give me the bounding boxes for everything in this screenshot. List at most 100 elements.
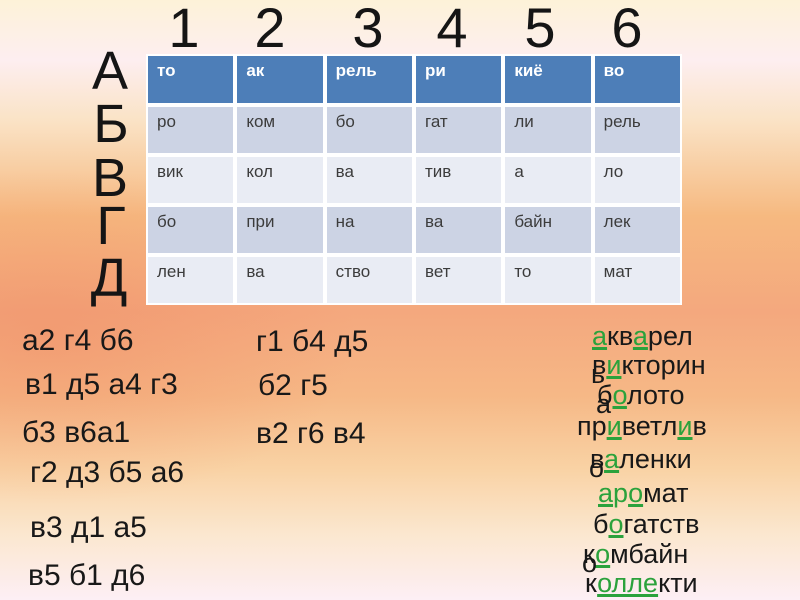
table-cell: лек	[594, 207, 680, 253]
column-number: 5	[524, 0, 556, 59]
answer-segment: рел	[647, 321, 693, 351]
clue-item: в1 д5 а4 г3	[25, 368, 178, 401]
table-header-cell: то	[148, 56, 234, 103]
table-header-cell: ак	[237, 56, 323, 103]
answer-word: а болото	[596, 380, 685, 418]
row-letter: Г	[96, 196, 126, 256]
answer-segment: кти	[658, 568, 698, 598]
table-cell: бо	[148, 207, 234, 253]
answer-segment: пр	[577, 411, 607, 441]
table-cell: при	[237, 207, 323, 253]
table-cell: рель	[594, 107, 680, 153]
answer-word: о валенки	[589, 444, 692, 482]
row-letter: Д	[90, 248, 128, 308]
answer-word: приветлив	[577, 413, 707, 440]
answer-segment: мат	[643, 478, 689, 508]
answer-segment: ветл	[621, 411, 678, 441]
table-cell: байн	[505, 207, 591, 253]
table-header-cell: во	[594, 56, 680, 103]
answer-segment: ленки	[619, 444, 692, 474]
answer-segment: б	[593, 509, 609, 539]
wrapped-letter: ь	[591, 359, 606, 389]
clue-item: а2 г4 б6	[22, 324, 134, 357]
table-cell: на	[326, 207, 412, 253]
answer-word: ь викторин	[591, 350, 706, 388]
table-cell: гат	[416, 107, 502, 153]
table-cell: кол	[237, 157, 323, 203]
table-cell: ва	[416, 207, 502, 253]
answer-word: коллекти	[585, 570, 698, 597]
wrapped-letter: о	[589, 453, 605, 483]
answer-word: богатств	[593, 511, 699, 538]
answer-segment: и	[677, 411, 693, 441]
answer-segment: б	[597, 380, 613, 410]
table-header-cell: рель	[326, 56, 412, 103]
column-number: 2	[254, 0, 286, 59]
answer-segment: о	[595, 539, 611, 569]
answer-segment: о	[608, 509, 624, 539]
answer-segment: кв	[607, 321, 633, 351]
answer-word: о комбайн	[582, 539, 689, 577]
answer-word: аромат	[598, 480, 688, 507]
answer-segment: р	[613, 478, 629, 508]
answer-segment: в	[590, 444, 605, 474]
answer-word: акварел	[592, 323, 693, 350]
table-cell: мат	[594, 257, 680, 303]
table-cell: ли	[505, 107, 591, 153]
table-header-cell: киё	[505, 56, 591, 103]
table-cell: бо	[326, 107, 412, 153]
answer-segment: в	[692, 411, 707, 441]
table-cell: а	[505, 157, 591, 203]
answer-segment: а	[632, 321, 648, 351]
clue-item: в2 г6 в4	[256, 417, 366, 450]
answer-segment: а	[592, 321, 608, 351]
row-letter: В	[91, 148, 129, 208]
row-letter: Б	[93, 94, 129, 154]
wrapped-letter: о	[582, 548, 598, 578]
column-number: 4	[436, 0, 468, 59]
table-cell: ва	[326, 157, 412, 203]
column-number: 1	[168, 0, 200, 59]
table-cell: ло	[594, 157, 680, 203]
table-cell: ро	[148, 107, 234, 153]
table-cell: вет	[416, 257, 502, 303]
answer-segment: о	[628, 478, 644, 508]
answer-segment: к	[583, 539, 596, 569]
table-header-cell: ри	[416, 56, 502, 103]
wrapped-letter: а	[596, 389, 612, 419]
column-number: 3	[352, 0, 384, 59]
table-cell: ком	[237, 107, 323, 153]
clue-item: в5 б1 д6	[28, 559, 146, 592]
table-cell: тив	[416, 157, 502, 203]
answer-segment: в	[592, 350, 607, 380]
answer-segment: лото	[626, 380, 685, 410]
answer-segment: а	[604, 444, 620, 474]
answer-segment: и	[606, 350, 622, 380]
answer-segment: мбайн	[610, 539, 689, 569]
table-cell: ва	[237, 257, 323, 303]
answer-segment: о	[612, 380, 627, 410]
syllable-table: то ак рель ри киё во ро ком бо гат ли рель вик кол ва т…	[146, 54, 682, 305]
table-cell: вик	[148, 157, 234, 203]
table-cell: то	[505, 257, 591, 303]
clue-item: в3 д1 а5	[30, 511, 147, 544]
row-letter: А	[91, 41, 129, 101]
clue-item: б2 г5	[258, 369, 328, 402]
clue-item: г2 д3 б5 а6	[30, 456, 185, 489]
table-cell: лен	[148, 257, 234, 303]
table-cell: ство	[326, 257, 412, 303]
answer-segment: к	[585, 568, 598, 598]
column-number: 6	[611, 0, 643, 59]
clue-item: г1 б4 д5	[256, 325, 369, 358]
answer-segment: кторин	[621, 350, 706, 380]
answer-segment: гатств	[623, 509, 700, 539]
answer-segment: олле	[597, 568, 659, 598]
clue-item: б3 в6а1	[22, 416, 131, 449]
answer-segment: а	[598, 478, 614, 508]
